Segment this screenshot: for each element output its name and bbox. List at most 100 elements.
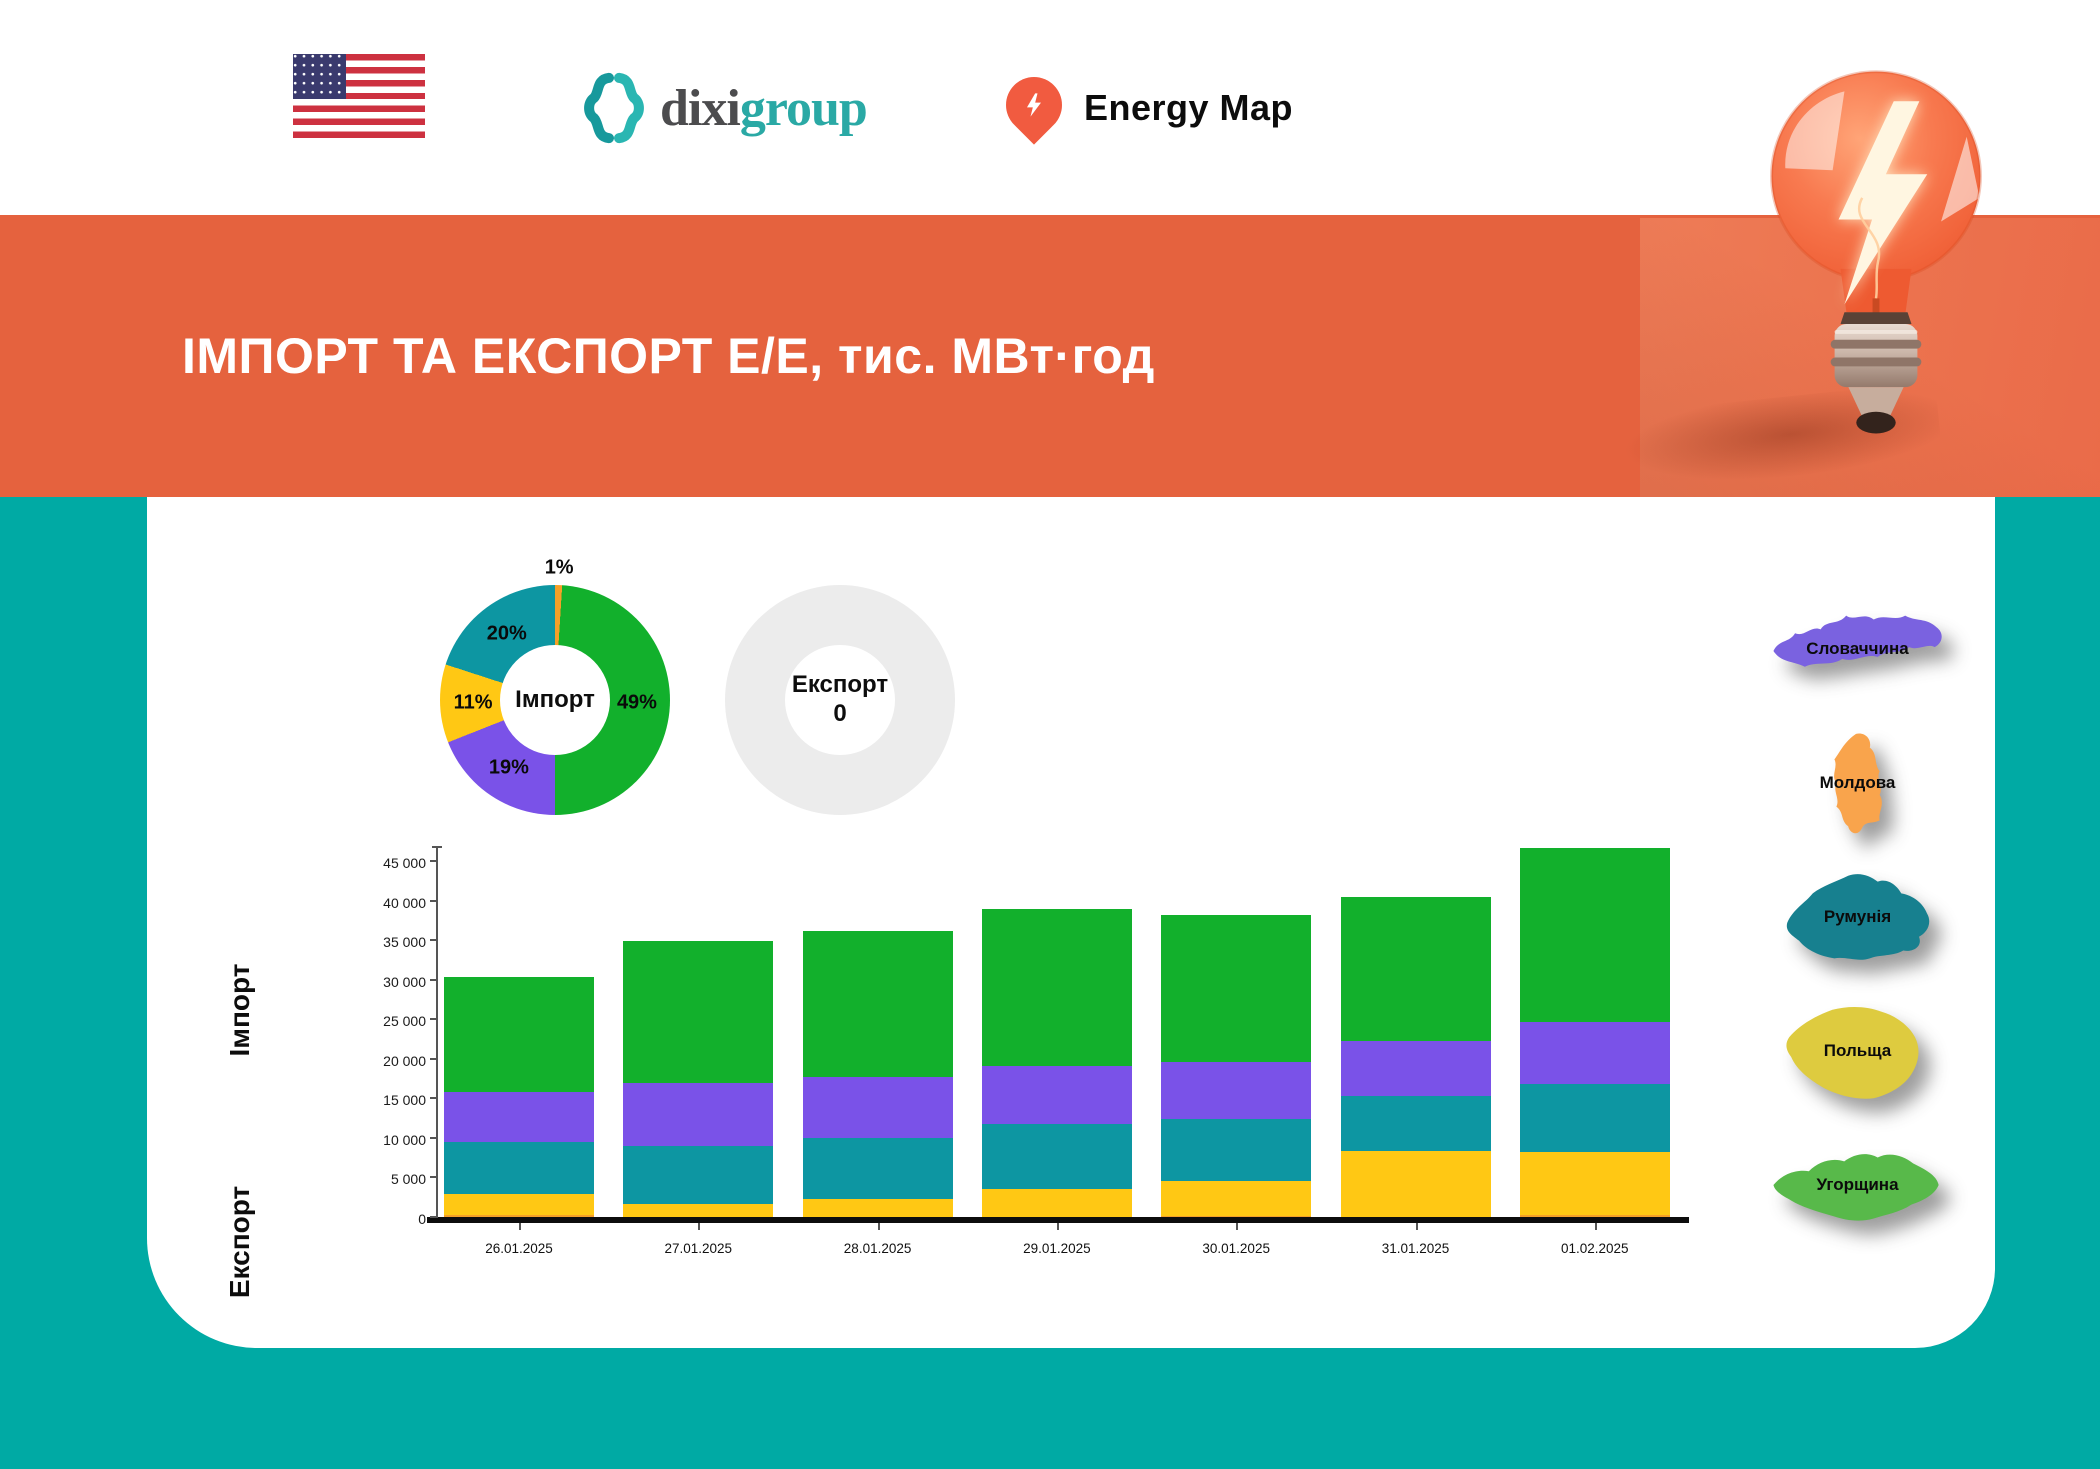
country-item-moldova: Молдова	[1740, 726, 1975, 848]
bar-segment-hungary	[1161, 914, 1312, 1063]
dixigroup-wordmark: dixigroup	[660, 79, 868, 138]
x-tick-mark	[1236, 1223, 1239, 1230]
stacked-bar	[1519, 847, 1670, 1217]
stacked-bar	[802, 931, 953, 1217]
y-tick-mark	[430, 899, 438, 902]
dixi-word: dixi	[660, 79, 741, 137]
hungary-map-icon	[1772, 1154, 1939, 1221]
donut-percent-label-hungary: 49%	[616, 691, 657, 714]
y-axis-cap	[432, 846, 442, 848]
x-tick-label: 26.01.2025	[485, 1241, 553, 1256]
x-tick-label: 28.01.2025	[843, 1241, 912, 1256]
x-tick-mark	[519, 1223, 521, 1230]
stacked-bar-chart: 0 5 000 10 000 15 000 20 000 25 000 30 000 35 0…	[332, 828, 1702, 1268]
energy-map-logo: Energy Map	[994, 58, 1294, 158]
bar-segment-poland	[623, 1203, 774, 1217]
y-tick-label: 15 000	[383, 1092, 426, 1109]
bar-segment-romania	[623, 1145, 774, 1204]
light-bulb-illustration	[1770, 70, 1982, 434]
stacked-bar	[623, 941, 774, 1217]
bar-segment-romania	[802, 1137, 953, 1199]
x-tick-label: 27.01.2025	[664, 1241, 733, 1256]
bar-segment-slovakia	[981, 1066, 1132, 1125]
y-tick-mark	[430, 939, 438, 942]
bar-segment-slovakia	[623, 1082, 774, 1146]
y-tick-mark	[430, 1216, 438, 1218]
country-item-romania: Румунія	[1740, 860, 1975, 982]
y-tick-mark	[430, 1018, 438, 1021]
bar-segment-hungary	[1340, 896, 1491, 1041]
bar-segment-poland	[1161, 1181, 1312, 1216]
y-tick-label: 45 000	[383, 855, 426, 871]
y-tick-label: 35 000	[383, 934, 426, 951]
x-tick-mark	[1056, 1223, 1059, 1230]
x-tick-mark	[698, 1223, 701, 1230]
bar-segment-romania	[1340, 1095, 1491, 1152]
romania-map-icon	[1786, 874, 1929, 960]
country-item-slovakia: Словаччина	[1740, 592, 1975, 714]
donut-percent-label-slovakia: 19%	[488, 756, 529, 779]
export-donut-chart: Експорт 0	[725, 585, 955, 815]
x-axis-line	[427, 1217, 1689, 1223]
bar-segment-hungary	[1519, 847, 1670, 1023]
stacked-bar	[1340, 896, 1491, 1217]
x-tick-label: 29.01.2025	[1023, 1241, 1091, 1256]
x-tick-mark	[877, 1223, 880, 1230]
stacked-bar	[1161, 914, 1312, 1217]
bar-segment-hungary	[444, 977, 594, 1093]
page-title: ІМПОРТ ТА ЕКСПОРТ Е/Е, тис. МВт·год	[182, 328, 1155, 384]
stacked-bar	[444, 977, 594, 1217]
us-flag-icon	[293, 54, 425, 138]
bar-segment-poland	[981, 1188, 1132, 1217]
stacked-bar	[981, 909, 1132, 1217]
bar-segment-slovakia	[444, 1092, 594, 1143]
axis-label-import: Імпорт	[224, 963, 255, 1057]
bar-segment-romania	[1161, 1118, 1312, 1182]
country-label-romania: Румунія	[1823, 907, 1892, 927]
x-tick-mark	[1594, 1223, 1597, 1230]
y-tick-label: 25 000	[383, 1013, 426, 1030]
bar-segment-slovakia	[1519, 1022, 1670, 1085]
moldova-map-icon	[1833, 733, 1882, 834]
country-label-slovakia: Словаччина	[1806, 639, 1909, 659]
bar-segment-slovakia	[1340, 1040, 1491, 1096]
y-axis-line	[436, 846, 438, 1218]
export-donut-center: Експорт 0	[785, 645, 895, 755]
country-label-hungary: Угорщина	[1816, 1175, 1899, 1195]
y-tick-mark	[430, 1136, 438, 1139]
bar-segment-poland	[444, 1194, 594, 1215]
x-tick-mark	[1415, 1223, 1418, 1230]
axis-label-export: Експорт	[224, 1185, 255, 1299]
y-tick-mark	[430, 1176, 438, 1179]
us-flag-canton	[293, 54, 346, 100]
header: dixigroup Energy Map	[0, 0, 2100, 215]
import-donut-center-label: Імпорт	[515, 685, 595, 713]
poland-map-icon	[1785, 1006, 1918, 1099]
y-tick-mark	[430, 1057, 438, 1060]
donut-percent-label-moldova: 1%	[544, 556, 574, 579]
bar-segment-poland	[1340, 1151, 1491, 1217]
country-label-poland: Польща	[1823, 1041, 1892, 1061]
country-label-moldova: Молдова	[1819, 773, 1896, 793]
bar-segment-slovakia	[1161, 1062, 1312, 1119]
bar-segment-romania	[1519, 1084, 1670, 1152]
slovakia-map-icon	[1772, 615, 1942, 667]
energy-map-wordmark: Energy Map	[1084, 87, 1294, 128]
y-tick-mark	[430, 978, 438, 981]
donut-percent-label-poland: 11%	[453, 691, 493, 714]
export-donut-center-value: 0	[833, 700, 847, 727]
country-item-poland: Польща	[1740, 994, 1975, 1116]
dixigroup-logo: dixigroup	[576, 58, 868, 158]
y-tick-mark	[430, 1097, 438, 1100]
dixigroup-brain-icon	[584, 72, 644, 144]
bar-segment-slovakia	[802, 1077, 953, 1138]
y-tick-label: 5 000	[390, 1171, 426, 1188]
import-donut-center: Імпорт	[500, 645, 610, 755]
country-item-hungary: Угорщина	[1740, 1128, 1975, 1250]
content-card: Імпорт 1% 49% 19% 11% 20% Експорт 0 Імпорт Е…	[147, 497, 1995, 1348]
y-tick-mark	[430, 860, 438, 862]
energy-map-pin-icon	[994, 65, 1074, 145]
bulb-photo	[1606, 0, 2100, 500]
y-tick-label: 0	[418, 1211, 426, 1227]
